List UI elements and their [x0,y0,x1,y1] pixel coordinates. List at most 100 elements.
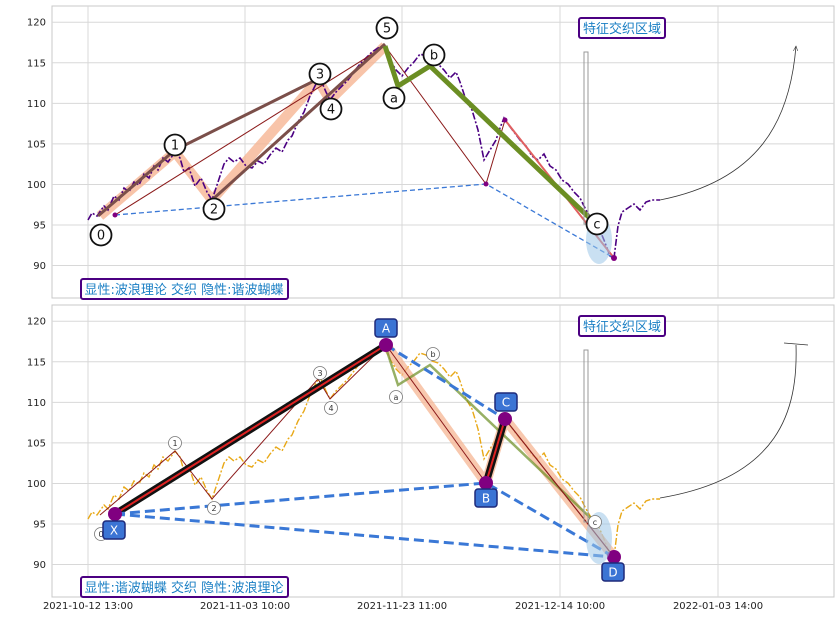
point-b-dot [483,181,489,187]
harmonic-label: X [110,524,118,538]
wave-label: 5 [383,22,391,37]
small-wave-label: c [593,518,597,527]
top-y-ticks: 90 95 100 105 110 115 120 [27,18,46,272]
zone-label-bottom: 特征交织区域 [583,319,661,335]
harmonic-xa-inner [114,344,387,515]
wave-thin-bottom [99,344,386,516]
bottom-plot-frame [51,304,835,598]
small-wave-label: a [394,393,399,402]
y-tick-label: 105 [27,139,46,150]
harmonic-label-box [474,488,498,508]
x-tick-label: 2022-01-03 14:00 [673,601,763,612]
harmonic-ab [385,344,487,484]
harmonic-bc-inner [485,418,506,484]
y-tick-label: 115 [27,357,46,368]
wave-label-circle [585,212,609,236]
wave-label: 3 [316,68,324,83]
small-wave-circle [389,390,403,404]
y-tick-label: 120 [27,18,46,29]
point-c-dot [502,117,508,123]
small-wave-circle [313,366,327,380]
small-wave-label: 3 [317,369,322,378]
harmonic-dashed-bottom-2 [114,512,615,559]
small-wave-circle [426,347,440,361]
wave-label-circle [163,133,187,157]
wave-labels: 0 1 2 3 4 5 a b c [89,16,609,247]
point-x-dot [112,212,118,218]
trend-line-2 [210,42,387,202]
top-panel: 90 95 100 105 110 115 120 0 1 2 3 4 5 a b c 特征交织区域 [27,5,835,300]
small-wave-label: b [430,350,435,359]
bottom-y-ticks: 90 95 100 105 110 115 120 [27,317,46,571]
small-wave-label: 4 [328,404,333,413]
y-tick-label: 120 [27,317,46,328]
wave-label: 1 [171,139,179,154]
x-ticks: 2021-10-12 13:00 2021-11-03 10:00 2021-11-… [43,601,763,612]
label-box-top: 显性:波浪理论 交织 隐性:谐波蝴蝶 [84,282,283,298]
small-wave-label: 1 [172,439,177,448]
point-c-big-dot [498,412,512,426]
label-box-bottom-frame [80,576,289,598]
y-tick-label: 95 [33,221,46,232]
x-tick-label: 2021-12-14 10:00 [515,601,605,612]
small-wave-label: 0 [98,530,103,539]
harmonic-dashed-bottom-3 [385,343,506,421]
y-tick-label: 115 [27,58,46,69]
harmonic-labels: X A B C D [102,318,625,582]
wave-label-circle [319,97,343,121]
y-tick-label: 90 [33,560,46,571]
y-tick-label: 95 [33,520,46,531]
zone-label-top: 特征交织区域 [583,21,661,37]
label-box-top-frame [80,278,289,300]
wave-label-circle [382,86,406,110]
small-wave-circle [168,436,182,450]
y-tick-label: 110 [27,398,46,409]
harmonic-label-box [601,562,625,582]
feature-zone-marker-bottom [583,349,589,523]
harmonic-label-box [494,392,518,412]
harmonic-label: A [382,322,391,336]
top-grid [52,6,834,298]
wave-label: 0 [97,229,105,244]
harmonic-label-box [374,318,398,338]
y-tick-label: 100 [27,180,46,191]
point-d-dot [611,255,617,261]
y-tick-label: 110 [27,99,46,110]
projection-cap [783,342,809,346]
zone-label-box-bottom [578,315,666,337]
harmonic-label: C [502,396,510,410]
wave-label: c [593,218,600,233]
small-wave-circle [207,501,221,515]
projection-arrow-top [659,46,796,201]
point-d-big-dot [607,550,621,564]
wave-label: a [390,92,398,107]
small-wave-circle [588,515,602,529]
y-tick-label: 100 [27,479,46,490]
point-a-big-dot [379,338,393,352]
y-tick-label: 90 [33,261,46,272]
wave-label-circle [375,16,399,40]
wave-label: 4 [327,103,335,118]
point-b-big-dot [479,476,493,490]
projection-arrow-bottom [659,344,797,499]
x-tick-label: 2021-11-23 11:00 [357,601,447,612]
harmonic-label-box [102,520,126,540]
trend-line-1 [97,148,176,218]
point-x-big-dot [108,507,122,521]
harmonic-label: D [608,566,617,580]
harmonic-label: B [482,492,490,506]
zone-label-box-top [578,17,666,39]
x-tick-label: 2021-11-03 10:00 [200,601,290,612]
small-wave-label: 2 [211,504,216,513]
trend-line-3 [174,76,321,152]
correction-line [382,45,600,228]
x-tick-label: 2021-10-12 13:00 [43,601,133,612]
wave-label-circle [422,43,446,67]
wave-label: b [430,49,438,64]
wave-label: 2 [210,203,218,218]
correction-thin-bottom [383,344,599,526]
bottom-panel: 90 95 100 105 110 115 120 0 1 [27,304,835,612]
wave-label-circle [202,197,226,221]
